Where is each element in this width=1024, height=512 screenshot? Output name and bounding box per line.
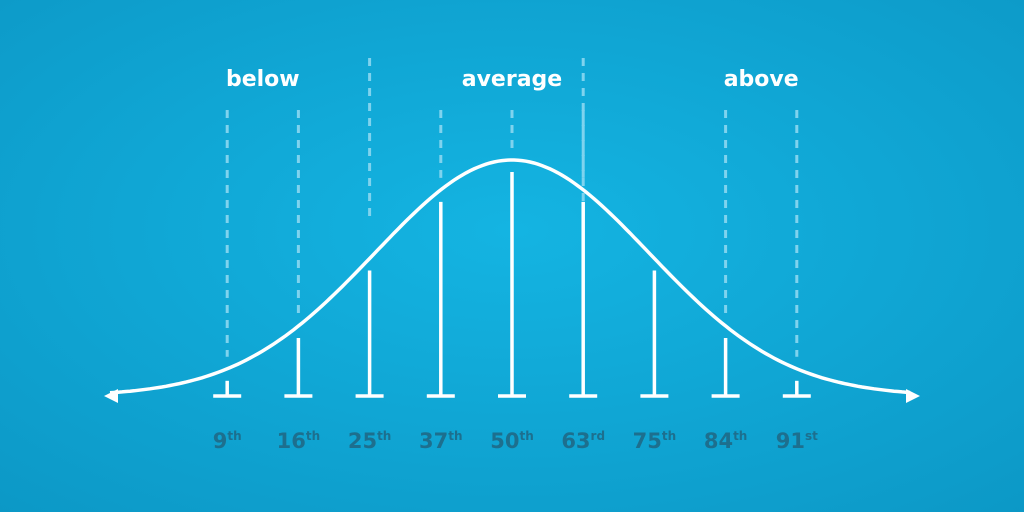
zone-label: average bbox=[462, 67, 562, 92]
percentile-label: 37th bbox=[419, 429, 463, 453]
percentile-suffix: th bbox=[448, 429, 462, 443]
percentile-number: 9 bbox=[213, 429, 228, 453]
percentile-number: 16 bbox=[277, 429, 306, 453]
percentile-number: 25 bbox=[348, 429, 377, 453]
percentile-suffix: th bbox=[306, 429, 320, 443]
arrow-left bbox=[104, 389, 118, 403]
percentile-suffix: th bbox=[377, 429, 391, 443]
arrow-right bbox=[906, 389, 920, 403]
percentile-number: 50 bbox=[490, 429, 519, 453]
percentile-label: 75th bbox=[633, 429, 677, 453]
percentile-number: 75 bbox=[633, 429, 662, 453]
percentile-number: 84 bbox=[704, 429, 733, 453]
percentile-number: 91 bbox=[776, 429, 805, 453]
percentile-label: 16th bbox=[277, 429, 321, 453]
percentile-suffix: th bbox=[519, 429, 533, 443]
percentile-number: 37 bbox=[419, 429, 448, 453]
percentile-label: 91st bbox=[776, 429, 818, 453]
zone-label: below bbox=[226, 67, 300, 92]
percentile-suffix: th bbox=[662, 429, 676, 443]
percentile-label: 50th bbox=[490, 429, 534, 453]
percentile-label: 25th bbox=[348, 429, 392, 453]
percentile-label: 84th bbox=[704, 429, 748, 453]
zone-label: above bbox=[724, 67, 799, 92]
percentile-label: 63rd bbox=[561, 429, 605, 453]
percentile-number: 63 bbox=[561, 429, 590, 453]
percentile-suffix: th bbox=[733, 429, 747, 443]
bell-curve bbox=[109, 158, 911, 395]
percentile-suffix: st bbox=[805, 429, 818, 443]
percentile-label: 9th bbox=[213, 429, 242, 453]
percentile-suffix: th bbox=[227, 429, 241, 443]
percentile-suffix: rd bbox=[591, 429, 606, 443]
